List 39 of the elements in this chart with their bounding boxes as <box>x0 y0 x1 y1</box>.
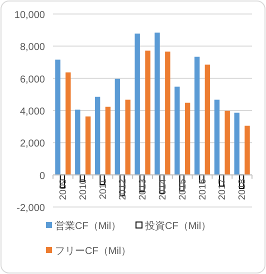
bar <box>224 110 230 175</box>
x-tick-label: 2010 <box>78 178 89 200</box>
y-tick-label: 4,000 <box>20 106 46 118</box>
bar <box>234 112 240 175</box>
y-tick-label: 8,000 <box>20 42 46 54</box>
bar <box>154 32 160 175</box>
bar <box>165 52 170 175</box>
y-tick-label: -2,000 <box>16 203 46 214</box>
bar <box>145 50 150 175</box>
legend-label: 営業CF（Mil） <box>55 220 122 232</box>
y-tick-label: 6,000 <box>20 74 46 86</box>
x-tick-label: 2017 <box>217 178 228 200</box>
x-tick-label: 2013 <box>138 178 149 200</box>
bar <box>244 126 250 175</box>
bar <box>134 34 140 175</box>
bar <box>75 110 80 175</box>
bar <box>214 100 220 175</box>
x-tick-label: 2018 <box>237 178 248 200</box>
x-tick-label: 2012 <box>118 178 129 200</box>
bar <box>105 106 111 175</box>
bar <box>174 86 180 175</box>
bar <box>204 64 210 175</box>
legend-label: 投資CF（Mil） <box>144 220 212 232</box>
legend-label: フリーCF（Mil） <box>55 246 132 257</box>
y-tick-label: 10,000 <box>14 10 46 21</box>
bar <box>55 60 60 175</box>
y-tick-label: 2,000 <box>20 138 46 150</box>
x-tick-label: 2009 <box>58 178 69 200</box>
bar <box>114 78 120 175</box>
x-tick-label: 2011 <box>98 178 109 200</box>
bar <box>66 72 71 175</box>
x-tick-label: 2015 <box>177 178 188 200</box>
bar <box>125 100 130 175</box>
bar <box>194 56 200 175</box>
y-tick-label: 0 <box>39 170 46 182</box>
bar <box>184 102 190 175</box>
bar <box>85 116 91 175</box>
x-tick-label: 2016 <box>197 178 208 200</box>
bar <box>94 96 100 175</box>
